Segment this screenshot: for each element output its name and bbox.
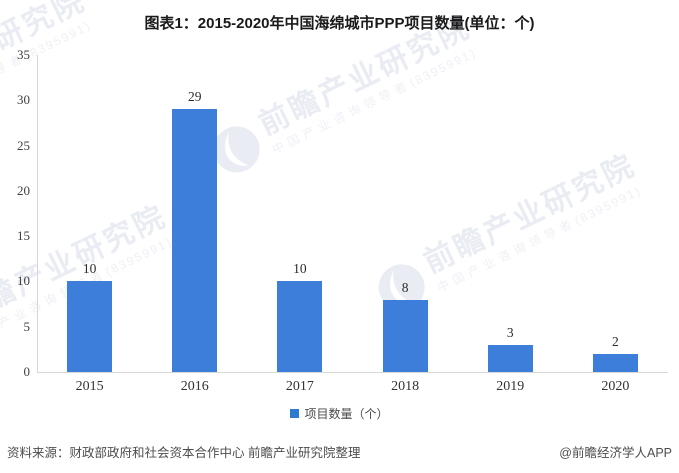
bar-value-label: 29 bbox=[188, 89, 202, 105]
chart-title: 图表1：2015-2020年中国海绵城市PPP项目数量(单位：个) bbox=[144, 15, 535, 32]
bar-value-label: 10 bbox=[82, 261, 97, 277]
x-axis-category-label: 2018 bbox=[391, 379, 420, 394]
x-axis-category-label: 2017 bbox=[285, 379, 314, 394]
app-credit: @前瞻经济学人APP bbox=[559, 446, 672, 460]
bar-value-label: 3 bbox=[506, 324, 514, 340]
y-axis-tick-label: 5 bbox=[23, 318, 31, 334]
bar bbox=[382, 299, 428, 372]
bar bbox=[592, 353, 638, 372]
x-axis-line bbox=[37, 372, 668, 373]
data-source-note: 资料来源：财政部政府和社会资本合作中心 前瞻产业研究院整理 bbox=[7, 446, 361, 460]
x-axis-category-label: 2016 bbox=[180, 379, 209, 394]
y-axis-tick-label: 15 bbox=[17, 228, 30, 244]
x-axis-category-label: 2015 bbox=[75, 379, 104, 394]
legend-series-label: 项目数量（个） bbox=[304, 407, 389, 421]
x-axis-category-label: 2020 bbox=[601, 379, 630, 394]
legend-marker-swatch bbox=[290, 409, 300, 418]
legend: 项目数量（个） bbox=[0, 405, 679, 422]
y-axis-tick-label: 20 bbox=[17, 182, 30, 198]
y-axis-tick-label: 35 bbox=[17, 47, 30, 62]
y-axis-line bbox=[37, 55, 38, 372]
y-axis-tick-label: 30 bbox=[17, 92, 30, 108]
bar-value-label: 10 bbox=[293, 261, 307, 277]
bar bbox=[277, 281, 323, 372]
bar bbox=[487, 344, 533, 372]
bar-value-label: 8 bbox=[401, 279, 409, 295]
bar bbox=[67, 281, 113, 372]
y-axis-tick-label: 10 bbox=[17, 273, 30, 289]
bar-value-label: 2 bbox=[612, 333, 619, 349]
x-axis-category-label: 2019 bbox=[496, 379, 525, 394]
y-axis-tick-label: 0 bbox=[23, 364, 31, 379]
bar bbox=[172, 109, 218, 372]
y-axis-tick-label: 25 bbox=[17, 137, 30, 153]
